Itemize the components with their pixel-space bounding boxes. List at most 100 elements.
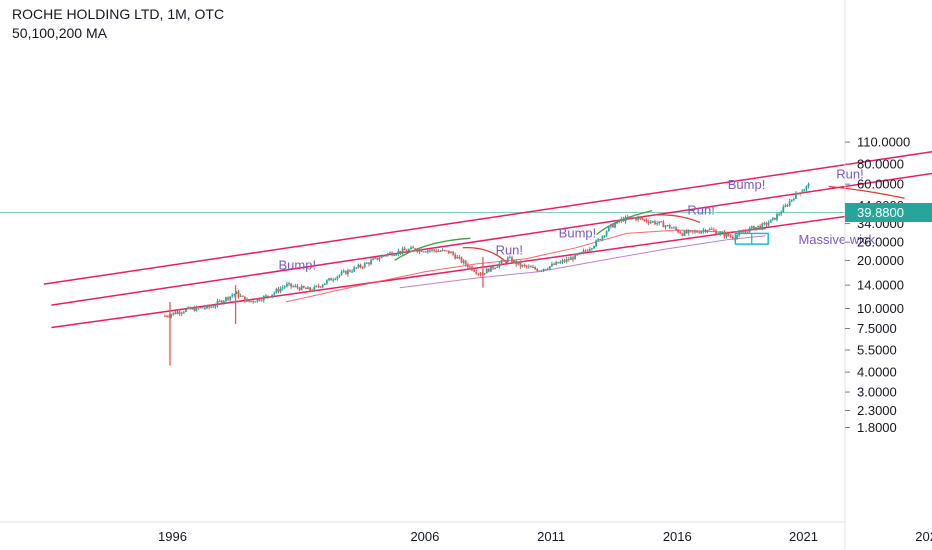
candle-body xyxy=(304,287,307,290)
candle-body xyxy=(279,288,282,292)
candle-body xyxy=(534,267,537,270)
candle xyxy=(281,285,284,291)
candle xyxy=(340,269,343,276)
channel-line-lower xyxy=(51,203,932,329)
candle xyxy=(595,239,598,248)
candle-body xyxy=(283,286,286,288)
candle-body xyxy=(603,235,606,237)
candle xyxy=(698,230,701,234)
candle xyxy=(334,277,337,281)
candle-body xyxy=(386,253,389,256)
candle-body xyxy=(365,262,368,264)
candle xyxy=(574,253,576,260)
candle-body xyxy=(523,264,526,266)
candle-body xyxy=(347,270,349,275)
candle-body xyxy=(325,280,328,284)
candle-body xyxy=(746,231,749,233)
candle-body xyxy=(412,247,415,249)
candle-body xyxy=(696,231,698,233)
candle-body xyxy=(719,232,722,234)
y-tick-label: 4.0000 xyxy=(857,365,897,380)
candle-body xyxy=(494,267,497,269)
candle-body xyxy=(241,295,244,297)
candle xyxy=(353,265,356,273)
candle-body xyxy=(782,206,785,213)
candle-body xyxy=(321,285,324,288)
candle-body xyxy=(473,270,476,272)
candle-body xyxy=(439,250,442,252)
candle xyxy=(639,217,642,221)
candle-body xyxy=(216,300,219,306)
candle-body xyxy=(788,201,791,206)
candle xyxy=(189,306,192,310)
candle xyxy=(462,259,465,265)
x-tick-label: 2021 xyxy=(789,529,818,544)
candle-body xyxy=(399,250,402,253)
candle-body xyxy=(546,268,549,270)
candle xyxy=(761,222,764,231)
candle xyxy=(193,305,196,312)
candle xyxy=(243,296,246,303)
candle-body xyxy=(372,258,375,261)
candle xyxy=(225,296,227,304)
candle xyxy=(418,248,421,255)
annotation-label: Bump! xyxy=(279,258,317,273)
candle-body xyxy=(246,299,248,302)
candle xyxy=(736,233,738,240)
candle-body xyxy=(229,296,232,300)
candle xyxy=(164,314,166,317)
candle-body xyxy=(708,228,711,231)
candle xyxy=(530,264,532,268)
candle xyxy=(637,215,640,222)
candle-body xyxy=(264,295,267,297)
candle-body xyxy=(574,254,576,260)
candle xyxy=(414,248,417,252)
candle xyxy=(561,258,564,264)
candle-body xyxy=(252,301,255,303)
candle-body xyxy=(807,183,810,186)
candle xyxy=(523,263,526,268)
candle xyxy=(731,235,734,240)
candle-body xyxy=(315,285,318,287)
candle xyxy=(572,255,574,262)
candlestick-series xyxy=(164,182,810,366)
candle xyxy=(565,256,568,264)
candle-body xyxy=(376,257,379,260)
candle-body xyxy=(530,266,532,268)
candle xyxy=(271,294,274,299)
candle xyxy=(620,216,623,223)
candle xyxy=(797,192,799,195)
candle-body xyxy=(443,249,446,251)
candle-body xyxy=(639,217,642,219)
candle xyxy=(439,249,442,252)
candle xyxy=(765,221,768,228)
candle-body xyxy=(206,305,208,309)
candle xyxy=(626,214,629,219)
candle-body xyxy=(584,250,587,252)
candle-body xyxy=(637,217,640,220)
candle xyxy=(752,225,755,231)
x-tick-label: 1996 xyxy=(158,529,187,544)
candle xyxy=(490,265,492,272)
candle xyxy=(487,268,490,273)
x-axis[interactable]: 1996 2006 2011 2016 2021 2026 xyxy=(158,529,932,544)
candle xyxy=(313,285,316,293)
candle xyxy=(376,257,379,261)
candle-body xyxy=(464,260,467,265)
candle-body xyxy=(286,283,288,287)
candle-body xyxy=(702,229,705,232)
candle xyxy=(656,220,659,226)
candle xyxy=(708,227,711,231)
candle xyxy=(359,263,362,269)
candle-body xyxy=(393,254,396,256)
channel-line-middle xyxy=(51,172,932,306)
candle-body xyxy=(778,214,781,216)
candle xyxy=(704,228,707,234)
candle-body xyxy=(752,226,755,230)
candle-body xyxy=(704,229,707,232)
candle-body xyxy=(765,222,768,225)
candle-body xyxy=(578,252,581,255)
run-arc-3 xyxy=(828,185,905,199)
y-axis[interactable]: 110.000080.000060.000044.000034.000026.0… xyxy=(845,135,910,435)
